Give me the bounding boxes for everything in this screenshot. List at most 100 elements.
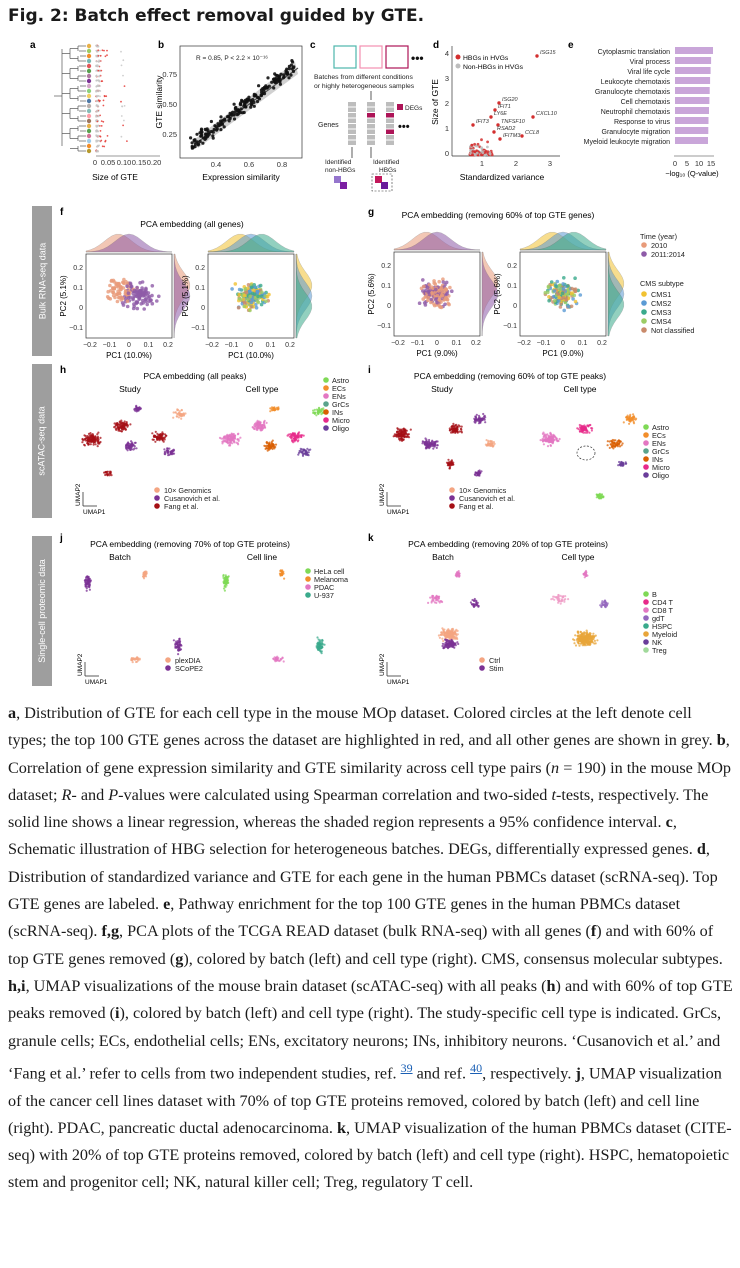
pca-top-density — [393, 231, 481, 251]
h-study-cell — [123, 422, 126, 425]
g-legend-cms-3: CMS4 — [651, 317, 671, 326]
h-celltype-cell — [265, 444, 268, 447]
k-celltype-cell — [576, 638, 579, 641]
cap-fg-text1: , PCA plots of the TCGA READ dataset (bu… — [119, 922, 591, 941]
pca-xtick: 0 — [435, 340, 439, 347]
h-study-cell — [133, 407, 136, 410]
pca-xtick: −0.1 — [411, 340, 425, 347]
b-pair-point — [213, 124, 217, 128]
d-top-gene-point — [531, 115, 535, 119]
k-batch-cell — [471, 598, 474, 602]
k-celltype-cell — [585, 637, 588, 641]
b-pair-point — [215, 127, 219, 131]
h-study-cell — [161, 431, 164, 434]
d-gene-point — [486, 145, 489, 149]
b-pair-point — [255, 99, 260, 104]
h-celltype-cell — [221, 442, 224, 445]
panel-c-schematic: ••• Batches from different conditions or… — [314, 45, 424, 192]
i-study-cell — [458, 425, 461, 428]
h-celltype-cell — [304, 451, 307, 454]
k-celltype-cell — [586, 634, 589, 637]
pca-sample-point — [116, 295, 121, 300]
k-legend-label: CD4 T — [652, 598, 673, 607]
j-cellline-cell — [318, 645, 321, 648]
svg-text:•••: ••• — [411, 51, 424, 65]
panel-label-a: a — [30, 40, 36, 51]
pca-ytick: 0 — [201, 305, 205, 312]
c-non-hbgs-2: non-HBGs — [325, 167, 356, 174]
j-legend-label: U-937 — [314, 591, 334, 600]
e-xt-1: 5 — [685, 159, 689, 168]
h-celltype-cell — [312, 411, 315, 414]
j-cellline-cell — [272, 657, 275, 660]
k-sub-right: Cell type — [561, 552, 594, 562]
h-study-cell — [86, 439, 89, 442]
h-celltype-cell — [231, 442, 234, 445]
k-batch-cell — [442, 634, 446, 637]
i-study-specific-marker — [576, 445, 596, 461]
h-celltype-cell — [225, 437, 228, 440]
d-gene-point — [473, 142, 476, 146]
h-celltype-cell — [229, 440, 232, 443]
a-gene-point — [101, 145, 104, 148]
pca-xtick: −0.1 — [103, 342, 117, 349]
h-study-cell — [129, 448, 132, 451]
h-sub-left: Study — [119, 384, 141, 394]
k-batch-cell — [438, 636, 441, 639]
k-celltype-cell — [588, 636, 591, 639]
pca-sample-point — [242, 297, 246, 302]
b-pair-point — [192, 145, 196, 149]
h-celltype-cell — [232, 435, 235, 438]
a-gene-point — [95, 60, 98, 63]
k-celltype-cell — [556, 598, 559, 602]
k-celltype-cell — [583, 576, 586, 579]
h-study-2: Fang et al. — [164, 502, 198, 511]
ref-40-link[interactable]: 40 — [470, 1060, 483, 1075]
b-pair-point — [279, 72, 283, 76]
c-gene-cell — [348, 129, 356, 134]
k-batch-cell — [450, 639, 453, 642]
k-batch-cell — [436, 599, 439, 602]
pca-sample-point — [562, 276, 566, 280]
b-pair-point — [203, 137, 207, 141]
a-gene-point — [97, 60, 100, 63]
i-study-cell — [406, 433, 409, 436]
cap-a-text: , Distribution of GTE for each cell type… — [8, 704, 717, 750]
pca-sample-point — [155, 299, 159, 303]
h-celltype-cell — [292, 434, 295, 437]
i-legend-label: Astro — [652, 423, 669, 432]
a-gene-point — [121, 105, 124, 108]
pca-xtick: 0.2 — [163, 342, 173, 349]
b-pair-point — [222, 125, 226, 129]
i-celltype-cell — [608, 446, 611, 449]
i-celltype-cell — [539, 439, 542, 442]
pca-sample-point — [422, 301, 427, 305]
b-pair-point — [236, 112, 240, 116]
pca-sample-point — [107, 296, 111, 301]
a-gene-point — [99, 95, 101, 98]
e-bar — [675, 67, 711, 74]
j-batch-0: plexDIA — [175, 656, 201, 665]
pca-ylabel: PC2 (5.1%) — [181, 275, 190, 317]
b-pair-point — [198, 139, 202, 143]
h-celltype-cell — [294, 436, 298, 439]
a-gene-point — [97, 89, 100, 92]
d-gene-point — [476, 142, 480, 146]
j-batch-cell — [136, 658, 139, 661]
cap-b-t: t — [551, 785, 556, 804]
h-celltype-cell — [269, 410, 272, 413]
i-study-cell — [447, 458, 450, 461]
j-batch-cell — [88, 588, 91, 591]
b-pair-point — [290, 67, 294, 71]
pca-sample-point — [230, 287, 234, 291]
a-gene-point — [123, 85, 126, 87]
i-celltype-cell — [552, 436, 555, 439]
h-celltype-cell — [253, 424, 256, 427]
pca-sample-point — [443, 296, 448, 300]
h-celltype-cell — [274, 443, 278, 446]
e-bar — [675, 107, 709, 114]
d-gene-label: ISG15 — [540, 50, 557, 56]
i-study-cell — [395, 433, 398, 436]
ref-39-link[interactable]: 39 — [400, 1060, 413, 1075]
a-gene-point — [95, 75, 97, 78]
